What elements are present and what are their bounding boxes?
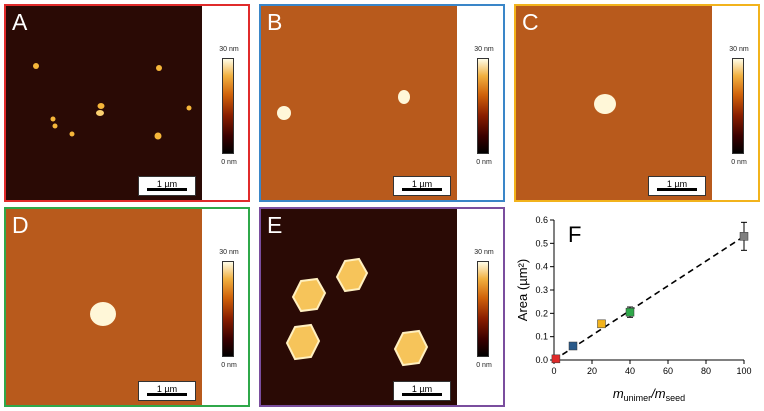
x-tick-label: 60 [663, 366, 673, 376]
scale-bar-e: 1 µm [393, 381, 451, 401]
colorbar-bottom-label: 0 nm [476, 362, 492, 369]
colorbar-top-label: 30 nm [219, 46, 239, 53]
y-tick-label: 0.6 [535, 215, 548, 225]
hexagonal-micelle [393, 329, 429, 367]
scale-bar-a: 1 µm [138, 176, 196, 196]
scale-bar-line [147, 188, 187, 191]
data-point [625, 307, 635, 317]
particle [52, 123, 58, 129]
data-point [739, 232, 749, 241]
scale-label: 1 µm [411, 384, 433, 394]
x-tick-label: 100 [736, 366, 751, 376]
particle [277, 106, 291, 120]
x-tick-label: 80 [701, 366, 711, 376]
colorbar-top-label: 30 nm [219, 249, 239, 256]
afm-image-d [6, 209, 202, 405]
colorbar-bottom-label: 0 nm [731, 159, 747, 166]
particle [186, 105, 192, 111]
colorbar-gradient [222, 58, 234, 154]
colorbar-a: 30 nm 0 nm [214, 46, 244, 166]
afm-image-b [261, 6, 457, 200]
panel-d: D 1 µm 30 nm 0 nm [4, 207, 250, 407]
colorbar-gradient [732, 58, 744, 154]
y-axis-label: Area (µm²) [515, 259, 530, 321]
fit-line [553, 235, 745, 361]
panel-letter-d: D [12, 212, 29, 238]
scale-label: 1 µm [411, 179, 433, 189]
x-axis-label: munimer/mseed [613, 386, 685, 403]
afm-image-e [261, 209, 457, 405]
scale-label: 1 µm [156, 179, 178, 189]
scale-label: 1 µm [156, 384, 178, 394]
panel-letter-f: F [568, 222, 581, 247]
chart-f: 0 20 40 60 80 100 0.0 0.1 0.2 0.3 0.4 0.5 0.6 F Area (… [515, 215, 752, 403]
y-tick-label: 0.2 [535, 308, 548, 318]
particle [90, 302, 116, 326]
colorbar-bottom-label: 0 nm [221, 159, 237, 166]
y-tick-label: 0.4 [535, 262, 548, 272]
afm-image-c [516, 6, 712, 200]
particle [97, 103, 105, 109]
y-tick-label: 0.0 [535, 355, 548, 365]
x-tick-label: 40 [625, 366, 635, 376]
y-tick-label: 0.3 [535, 285, 548, 295]
scale-bar-line [147, 393, 187, 396]
colorbar-top-label: 30 nm [474, 249, 494, 256]
particle [69, 131, 75, 137]
scale-bar-line [657, 188, 697, 191]
scale-bar-line [402, 393, 442, 396]
x-tick-label: 20 [587, 366, 597, 376]
panel-letter-c: C [522, 9, 539, 35]
data-point [568, 341, 578, 351]
colorbar-gradient [477, 261, 489, 357]
colorbar-d: 30 nm 0 nm [214, 249, 244, 369]
colorbar-top-label: 30 nm [474, 46, 494, 53]
data-point [597, 319, 606, 329]
data-point [551, 354, 561, 364]
colorbar-bottom-label: 0 nm [221, 362, 237, 369]
y-tick-label: 0.5 [535, 238, 548, 248]
panel-letter-a: A [12, 9, 28, 35]
particle [154, 132, 162, 140]
scale-bar-d: 1 µm [138, 381, 196, 401]
particle [33, 63, 39, 69]
colorbar-e: 30 nm 0 nm [469, 249, 499, 369]
panel-letter-e: E [267, 212, 283, 238]
y-tick-label: 0.1 [535, 332, 548, 342]
hexagonal-micelle [335, 257, 369, 293]
panel-c: C 1 µm 30 nm 0 nm [514, 4, 760, 202]
particle [156, 65, 162, 71]
afm-image-a [6, 6, 202, 200]
colorbar-gradient [477, 58, 489, 154]
x-tick-label: 0 [551, 366, 556, 376]
particle [96, 110, 104, 116]
scale-bar-c: 1 µm [648, 176, 706, 196]
particle [398, 90, 410, 104]
panel-a: A 1 µm 30 nm 0 nm [4, 4, 250, 202]
colorbar-top-label: 30 nm [729, 46, 749, 53]
colorbar-gradient [222, 261, 234, 357]
scale-label: 1 µm [666, 179, 688, 189]
scale-bar-b: 1 µm [393, 176, 451, 196]
panel-e: E 1 µm 30 nm 0 nm [259, 207, 505, 407]
colorbar-b: 30 nm 0 nm [469, 46, 499, 166]
panel-letter-b: B [267, 9, 283, 35]
colorbar-c: 30 nm 0 nm [724, 46, 754, 166]
particle [594, 94, 616, 114]
panel-b: B 1 µm 30 nm 0 nm [259, 4, 505, 202]
scale-bar-line [402, 188, 442, 191]
colorbar-bottom-label: 0 nm [476, 159, 492, 166]
particle [50, 116, 56, 122]
hexagonal-micelle [291, 277, 327, 313]
hexagonal-micelle [285, 323, 321, 361]
